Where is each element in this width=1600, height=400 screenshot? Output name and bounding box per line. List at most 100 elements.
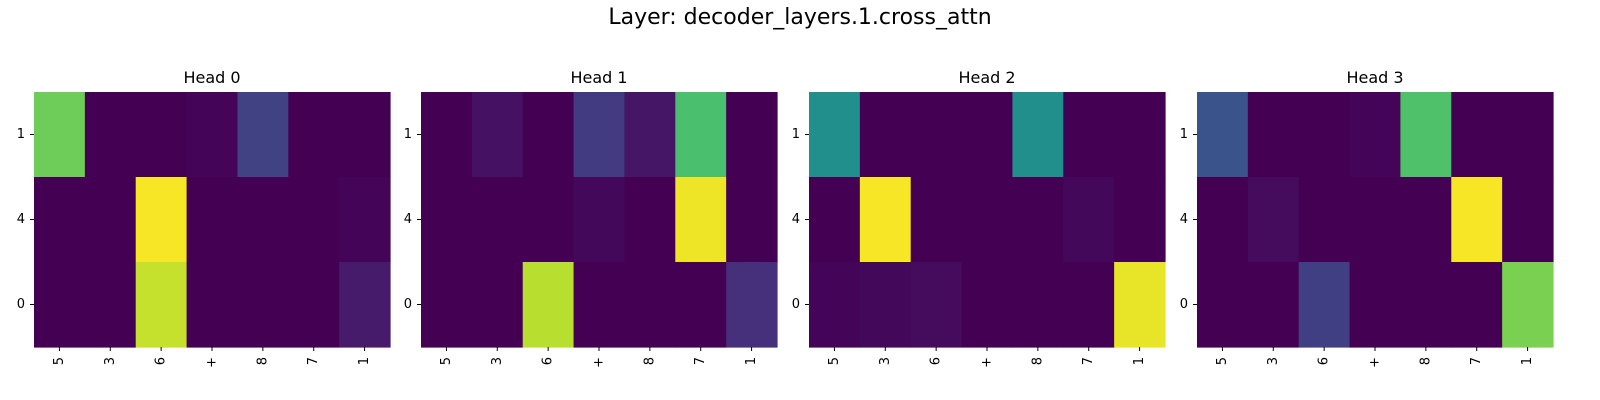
heatmap-cell	[135, 262, 188, 348]
heatmap-cell	[675, 92, 727, 178]
heatmap-cell	[471, 262, 524, 348]
x-tick-label: 1	[1520, 357, 1535, 365]
x-tick-label: 1	[357, 357, 372, 365]
heatmap-cell	[135, 177, 188, 263]
heatmap-cell	[624, 92, 676, 178]
heatmap-cell	[34, 177, 86, 263]
heatmap-cell	[1197, 177, 1249, 263]
heatmap-cell	[726, 177, 778, 263]
heatmap-cell	[624, 262, 676, 348]
heatmap-cell	[573, 92, 626, 178]
heatmap-cell	[1197, 92, 1249, 178]
heatmap-cell	[1114, 92, 1166, 178]
heatmap-cell	[961, 92, 1014, 178]
heatmap-cell	[339, 262, 391, 348]
x-tick-label: 3	[103, 357, 118, 365]
heatmap-cell	[675, 177, 727, 263]
heatmap-cell	[1400, 177, 1452, 263]
y-tick-label: 0	[1180, 297, 1188, 312]
heatmap-cell	[910, 92, 963, 178]
heatmap-cell	[339, 92, 391, 178]
y-tick-label: 4	[1180, 212, 1188, 227]
panel-title: Head 2	[958, 68, 1015, 87]
heatmap-cell	[1349, 262, 1402, 348]
heatmap-cell	[288, 92, 340, 178]
x-tick-label: 6	[1317, 357, 1332, 365]
x-tick-label: 3	[490, 357, 505, 365]
heatmap-cell	[1400, 92, 1452, 178]
heatmap-cell	[1451, 177, 1503, 263]
heatmap-cell	[84, 262, 137, 348]
heatmap-cell	[910, 177, 963, 263]
heatmap-cell	[522, 177, 575, 263]
heatmap-cell	[809, 262, 861, 348]
x-tick-label: +	[592, 357, 607, 368]
y-tick-label: 0	[17, 297, 25, 312]
heatmap-cell	[1197, 262, 1249, 348]
heatmap-cell	[84, 177, 137, 263]
x-tick-label: 5	[827, 357, 842, 365]
heatmap-cell	[1114, 262, 1166, 348]
x-tick-label: 8	[642, 357, 657, 365]
heatmap-panels: Head 0 1 4 0 5 3 6 +8 7 1 Head 1 1 4 0 5 3 6 +8 7 1 Head 2 1 4…	[17, 68, 1554, 368]
heatmap-cell	[288, 177, 340, 263]
y-tick-label: 1	[1180, 127, 1188, 142]
x-tick-label: +	[980, 357, 995, 368]
heatmap-cell	[726, 262, 778, 348]
x-tick-label: 5	[439, 357, 454, 365]
heatmap-cell	[471, 92, 524, 178]
heatmap-cell	[1063, 177, 1115, 263]
heatmap-cell	[1012, 262, 1064, 348]
heatmap-cell	[1502, 92, 1554, 178]
heatmap-cell	[421, 92, 473, 178]
y-tick-label: 0	[404, 297, 412, 312]
heatmap-cell	[84, 92, 137, 178]
heatmap-cell	[1298, 262, 1351, 348]
panel-title: Head 0	[183, 68, 240, 87]
x-tick-label: 7	[1469, 357, 1484, 365]
heatmap-cell	[421, 177, 473, 263]
x-tick-label: 1	[1132, 357, 1147, 365]
x-tick-label: 3	[1266, 357, 1281, 365]
heatmap-cell	[186, 262, 239, 348]
heatmap-cell	[1349, 92, 1402, 178]
heatmap-cell	[1451, 92, 1503, 178]
heatmap-cell	[1114, 177, 1166, 263]
x-tick-label: +	[1368, 357, 1383, 368]
heatmap-cell	[859, 92, 912, 178]
x-tick-label: 3	[878, 357, 893, 365]
heatmap-panel-2: Head 2 1 4 0 5 3 6 +8 7 1	[792, 68, 1166, 368]
heatmap-cell	[186, 177, 239, 263]
heatmap-cell	[961, 177, 1014, 263]
heatmap-cell	[1502, 177, 1554, 263]
x-tick-label: +	[205, 357, 220, 368]
heatmap-cell	[1298, 92, 1351, 178]
y-tick-label: 4	[792, 212, 800, 227]
y-tick-label: 0	[792, 297, 800, 312]
x-tick-label: 6	[541, 357, 556, 365]
heatmap-panel-1: Head 1 1 4 0 5 3 6 +8 7 1	[404, 68, 778, 368]
heatmap-cell	[573, 177, 626, 263]
x-tick-label: 6	[154, 357, 169, 365]
heatmap-cell	[1012, 177, 1064, 263]
heatmap-cell	[237, 177, 289, 263]
heatmap-cell	[859, 262, 912, 348]
heatmap-cell	[237, 262, 289, 348]
heatmap-cell	[339, 177, 391, 263]
x-tick-label: 6	[929, 357, 944, 365]
heatmap-cell	[1247, 262, 1300, 348]
heatmap-cell	[573, 262, 626, 348]
heatmap-cell	[288, 262, 340, 348]
figure-title: Layer: decoder_layers.1.cross_attn	[608, 5, 991, 30]
x-tick-label: 8	[1030, 357, 1045, 365]
heatmap-cell	[237, 92, 289, 178]
heatmap-cell	[1349, 177, 1402, 263]
x-tick-label: 7	[1081, 357, 1096, 365]
x-tick-label: 7	[306, 357, 321, 365]
heatmap-cell	[859, 177, 912, 263]
heatmap-cell	[421, 262, 473, 348]
heatmap-cell	[1502, 262, 1554, 348]
heatmap-cell	[135, 92, 188, 178]
heatmap-cell	[1012, 92, 1064, 178]
